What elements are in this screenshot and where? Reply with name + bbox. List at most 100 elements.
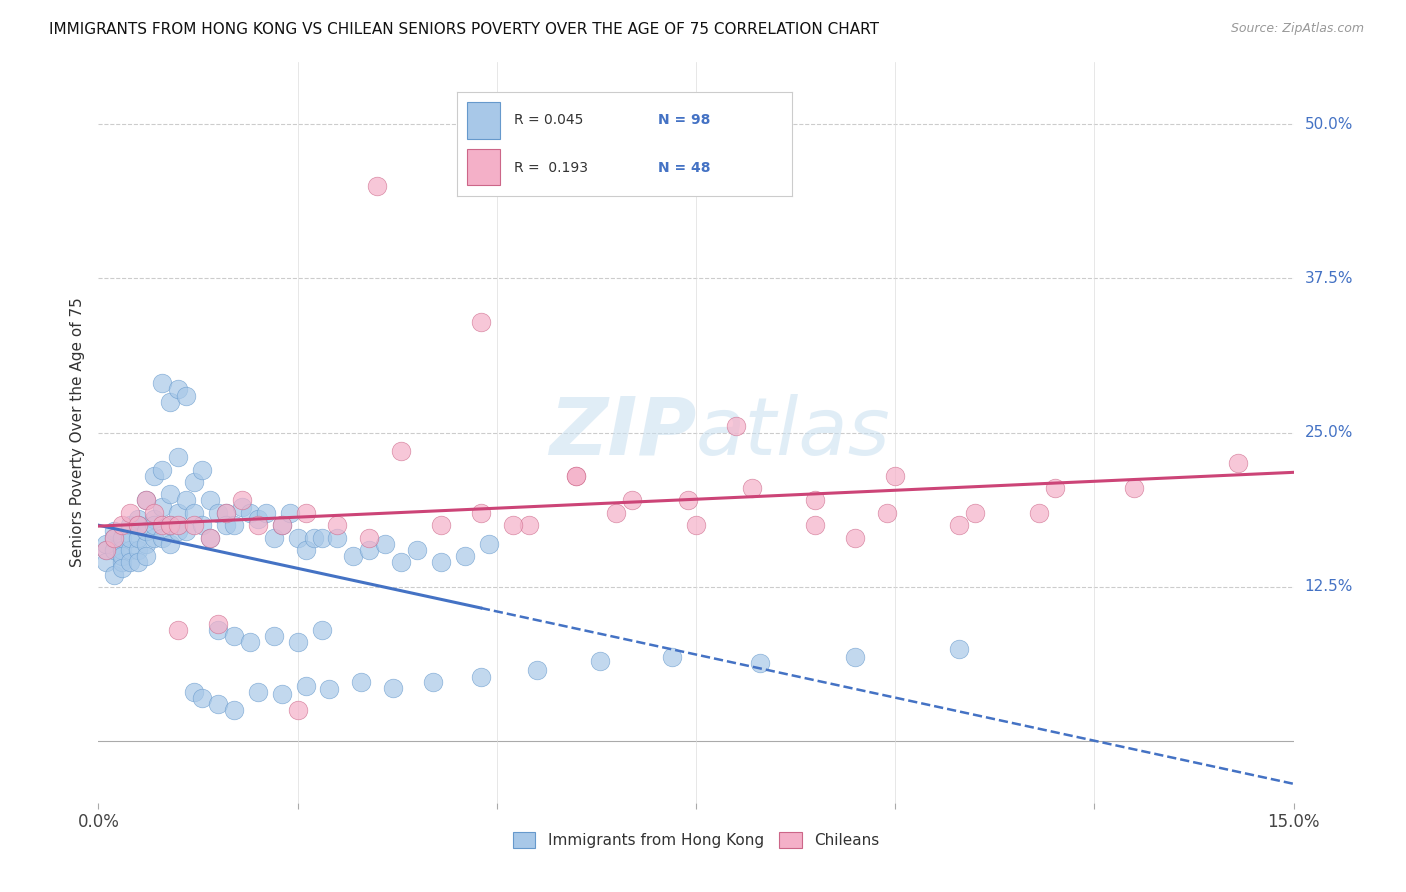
Point [111, 531, 134, 545]
Point [159, 487, 181, 501]
Point [96, 555, 118, 569]
Point [374, 536, 396, 550]
Point [159, 518, 181, 533]
Point [470, 506, 492, 520]
Point [183, 685, 205, 699]
Text: Source: ZipAtlas.com: Source: ZipAtlas.com [1230, 22, 1364, 36]
Point [103, 531, 125, 545]
Point [294, 679, 316, 693]
Point [167, 506, 190, 520]
Point [804, 493, 827, 508]
Point [287, 531, 309, 545]
Point [135, 549, 157, 563]
Point [422, 674, 444, 689]
Text: 12.5%: 12.5% [1305, 580, 1353, 594]
Point [103, 531, 125, 545]
Point [143, 531, 166, 545]
Point [1226, 457, 1249, 471]
Point [143, 518, 166, 533]
Point [724, 419, 747, 434]
Point [350, 674, 373, 689]
Point [207, 506, 229, 520]
Point [127, 555, 149, 569]
Point [359, 542, 381, 557]
Point [502, 518, 524, 533]
Point [127, 518, 149, 533]
Point [111, 549, 134, 563]
Legend: Immigrants from Hong Kong, Chileans: Immigrants from Hong Kong, Chileans [506, 826, 886, 855]
Point [302, 531, 325, 545]
Point [948, 641, 970, 656]
Point [294, 542, 316, 557]
Point [191, 690, 214, 705]
Point [1123, 481, 1146, 495]
Point [963, 506, 986, 520]
Point [804, 518, 827, 533]
Point [135, 536, 157, 550]
Point [517, 518, 540, 533]
Point [103, 567, 125, 582]
Point [120, 518, 142, 533]
Point [278, 506, 301, 520]
Point [215, 518, 238, 533]
Point [174, 389, 197, 403]
Point [246, 518, 269, 533]
Point [311, 623, 333, 637]
Point [127, 518, 149, 533]
Point [526, 663, 548, 677]
Point [676, 493, 699, 508]
Point [120, 542, 142, 557]
Point [430, 518, 453, 533]
Point [263, 629, 285, 643]
Point [111, 518, 134, 533]
Point [150, 531, 173, 545]
Point [565, 468, 588, 483]
Point [191, 518, 214, 533]
Point [120, 506, 142, 520]
Point [207, 616, 229, 631]
Point [143, 468, 166, 483]
Point [96, 542, 118, 557]
Point [183, 518, 205, 533]
Point [167, 524, 190, 539]
Point [135, 493, 157, 508]
Point [389, 444, 412, 458]
Point [406, 542, 429, 557]
Text: 37.5%: 37.5% [1305, 271, 1353, 285]
Point [454, 549, 477, 563]
Point [143, 512, 166, 526]
Y-axis label: Seniors Poverty Over the Age of 75: Seniors Poverty Over the Age of 75 [69, 298, 84, 567]
Point [621, 493, 644, 508]
Point [294, 506, 316, 520]
Point [159, 536, 181, 550]
Point [96, 542, 118, 557]
Point [135, 493, 157, 508]
Point [167, 518, 190, 533]
Point [389, 555, 412, 569]
Point [430, 555, 453, 569]
Point [198, 493, 221, 508]
Point [207, 623, 229, 637]
Point [326, 531, 349, 545]
Point [382, 681, 405, 695]
Point [222, 703, 245, 717]
Point [120, 531, 142, 545]
Point [231, 493, 253, 508]
Text: 25.0%: 25.0% [1305, 425, 1353, 440]
Point [111, 561, 134, 575]
Point [103, 524, 125, 539]
Point [359, 531, 381, 545]
Point [661, 650, 683, 665]
Point [159, 394, 181, 409]
Point [311, 531, 333, 545]
Point [741, 481, 763, 495]
Point [222, 629, 245, 643]
Point [246, 512, 269, 526]
Point [287, 703, 309, 717]
Point [478, 536, 501, 550]
Point [470, 315, 492, 329]
Point [270, 687, 292, 701]
Point [1043, 481, 1066, 495]
Point [150, 462, 173, 476]
Point [884, 468, 907, 483]
